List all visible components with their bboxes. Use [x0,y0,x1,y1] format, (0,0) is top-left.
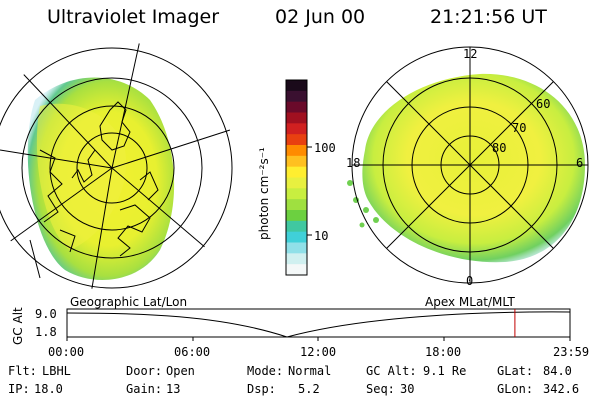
timeline-x-tick: 18:00 [425,345,462,359]
status-dsp-key: Dsp: [247,382,276,396]
mlat-label-70: 70 [512,121,527,135]
status-gcalt-key: GC Alt: [366,364,417,378]
colorbar-swatch [286,145,307,157]
status-ip-key: IP: [8,382,30,396]
status-glat-key: GLat: [497,364,534,378]
timeline-y-tick-9: 9.0 [35,307,57,321]
geographic-image [0,40,233,290]
colorbar-swatch [286,166,307,178]
status-filter-key: Flt: [8,364,37,378]
colorbar [286,80,307,276]
instrument-title: Ultraviolet Imager [47,6,220,28]
timeline-x-tick: 06:00 [174,345,211,359]
timeline-x-tick: 00:00 [48,345,85,359]
status-mode-key: Mode: [247,364,284,378]
time-label: 21:21:56 UT [430,6,547,28]
colorbar-swatch [286,242,307,254]
status-gain-value: 13 [166,382,181,396]
right-view-label: Apex MLat/MLT [425,295,515,309]
mlt-label-0: 0 [466,274,474,288]
colorbar-swatch [286,123,307,135]
mlat-label-80: 80 [492,141,507,155]
timeline-y-axis-label: GC Alt [11,307,25,345]
mlat-label-60: 60 [536,97,551,111]
status-mode-value: Normal [288,364,332,378]
colorbar-swatch [286,101,307,113]
status-glon-value: 342.6 [543,382,580,396]
colorbar-swatch [286,231,307,243]
altitude-curve [66,311,571,338]
colorbar-swatch [286,220,307,233]
colorbar-swatch [286,112,307,124]
coastlines [39,101,159,257]
colorbar-swatch [286,188,307,200]
timeline-x-tick: 12:00 [300,345,337,359]
date-label: 02 Jun 00 [275,6,366,28]
status-glat-value: 84.0 [543,364,572,378]
colorbar-swatch [286,264,307,276]
colorbar-tick-10: 10 [314,229,329,243]
polar-image [347,46,589,284]
timeline-ticks [66,337,571,341]
status-dsp-value: 5.2 [298,382,320,396]
timeline-x-tick: 23:59 [553,345,590,359]
colorbar-swatch [286,80,307,92]
status-gain-key: Gain: [126,382,163,396]
colorbar-tick-100: 100 [314,141,336,155]
colorbar-frame [285,79,308,276]
left-view-label: Geographic Lat/Lon [70,295,188,309]
mlt-label-12: 12 [463,47,478,61]
colorbar-swatch [286,90,307,103]
colorbar-swatch [286,199,307,211]
colorbar-unit-label: photon cm⁻²s⁻¹ [257,147,271,240]
status-seq-value: 30 [400,382,415,396]
timeline-y-tick-1-8: 1.8 [35,325,57,339]
colorbar-swatch [286,134,307,146]
mlt-label-18: 18 [346,156,361,170]
status-ip-value: 18.0 [34,382,63,396]
status-gcalt-value: 9.1 Re [423,364,467,378]
mlt-label-6: 6 [576,156,584,170]
colorbar-swatch [286,155,307,168]
status-door-value: Open [166,364,195,378]
colorbar-swatch [286,177,307,189]
status-filter-value: LBHL [42,364,71,378]
status-glon-key: GLon: [497,382,534,396]
status-door-key: Door: [126,364,163,378]
colorbar-swatch [286,253,307,265]
status-seq-key: Seq: [366,382,395,396]
colorbar-swatch [286,210,307,222]
